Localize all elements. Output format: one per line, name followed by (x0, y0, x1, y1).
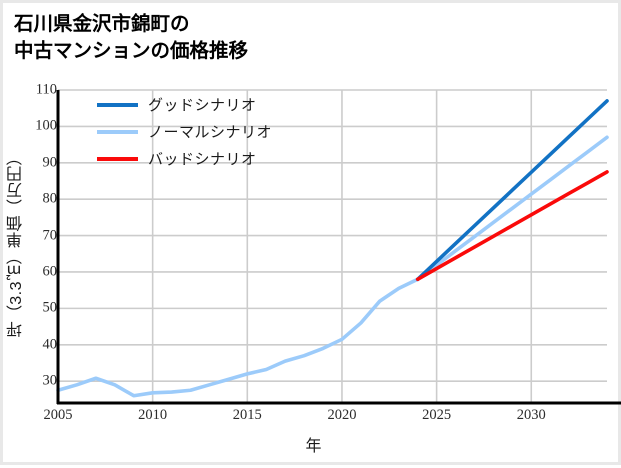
y-tick-label: 50 (42, 299, 58, 316)
x-tick-label: 2010 (138, 407, 168, 423)
x-tick-label: 2020 (327, 407, 357, 423)
x-axis-label: 年 (305, 438, 322, 455)
y-axis-ticks: 30 40 50 60 70 80 90 100 110 (17, 3, 57, 468)
y-tick-label: 40 (42, 336, 58, 353)
y-tick-label: 70 (42, 227, 58, 244)
legend-swatch-normal (97, 129, 138, 134)
x-tick-label: 2030 (516, 407, 546, 423)
y-tick-label: 100 (35, 117, 57, 134)
legend-label-normal: ノーマルシナリオ (148, 124, 273, 141)
legend-item-normal[interactable]: ノーマルシナリオ (67, 118, 272, 145)
y-tick-label: 110 (35, 81, 57, 98)
legend-swatch-bad (97, 156, 138, 161)
legend-label-good: グッドシナリオ (148, 97, 257, 114)
y-axis-label: 坪（3.3㎡）単価（万円） (3, 123, 31, 363)
plot-area-wrapper (3, 3, 621, 468)
y-tick-label: 60 (42, 263, 58, 280)
y-axis-label-text: 坪（3.3㎡）単価（万円） (8, 148, 25, 338)
series-line-ノーマルシナリオ (56, 135, 609, 398)
legend-item-good[interactable]: グッドシナリオ (67, 91, 272, 118)
series-line-グッドシナリオ (415, 99, 609, 282)
x-tick-label: 2005 (43, 407, 73, 423)
chart-legend: グッドシナリオ ノーマルシナリオ バッドシナリオ (67, 91, 272, 172)
x-tick-label: 2015 (232, 407, 262, 423)
y-tick-label: 90 (42, 154, 58, 171)
legend-swatch-good (97, 102, 138, 107)
series-line-バッドシナリオ (415, 170, 609, 282)
y-tick-label: 30 (42, 372, 58, 389)
legend-item-bad[interactable]: バッドシナリオ (67, 145, 272, 172)
x-tick-label: 2025 (422, 407, 452, 423)
page-title: 石川県金沢市錦町の 中古マンションの価格推移 (14, 13, 249, 62)
plot-background (58, 90, 607, 403)
y-tick-label: 80 (42, 190, 58, 207)
legend-label-bad: バッドシナリオ (148, 151, 257, 168)
line-chart (56, 89, 621, 405)
